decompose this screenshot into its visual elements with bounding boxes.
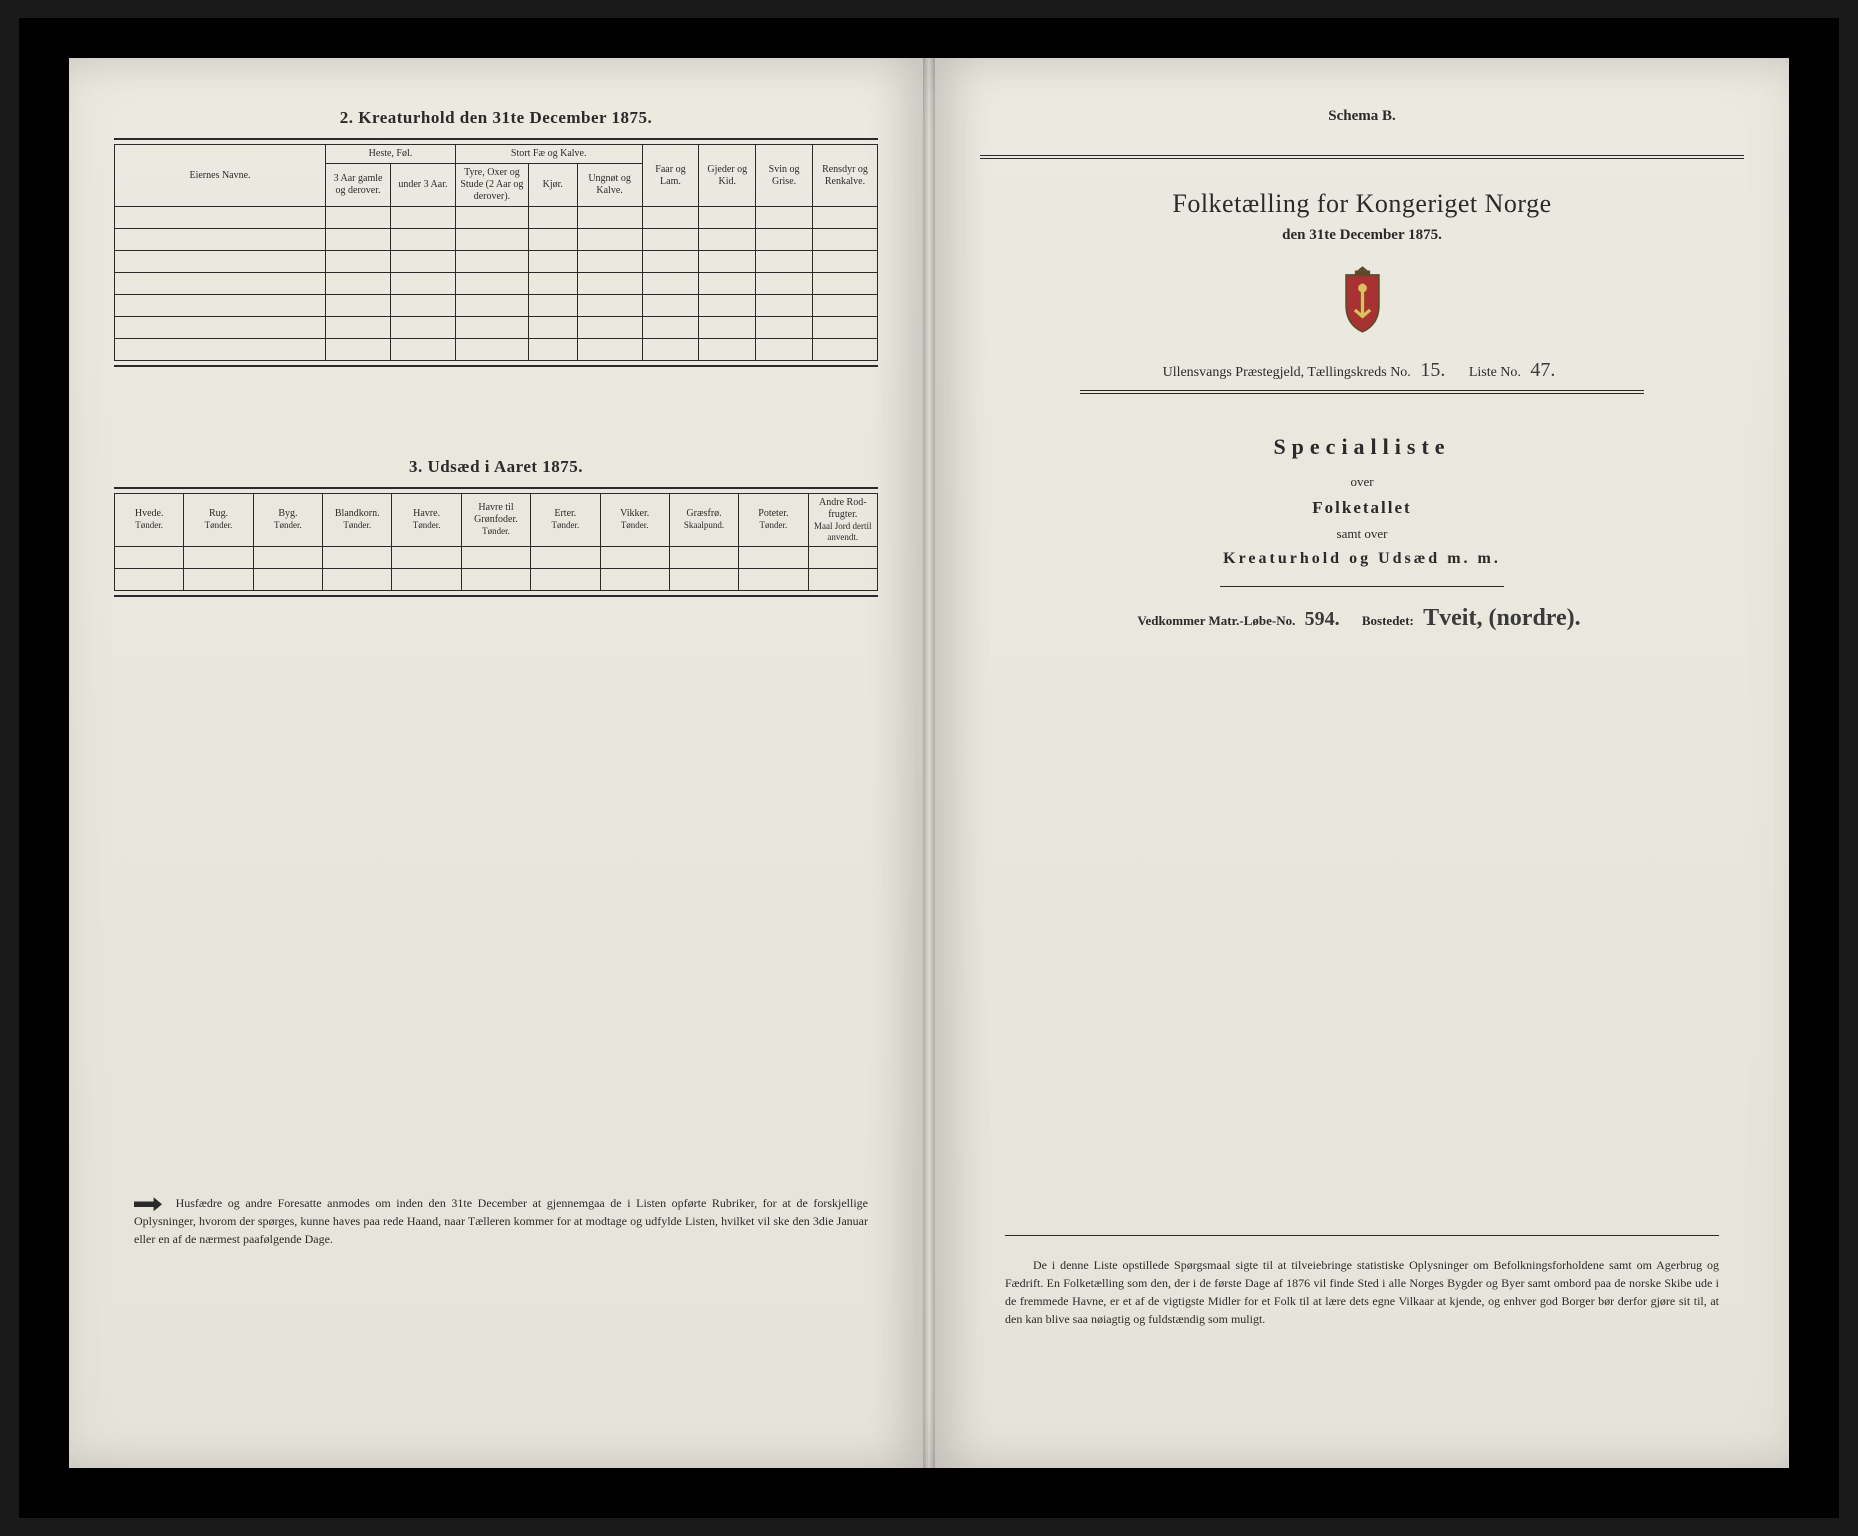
- table-row: [115, 295, 878, 317]
- list-label: Liste No.: [1469, 365, 1521, 380]
- col-rensdyr: Rensdyr og Renkalve.: [812, 145, 877, 207]
- section3: 3. Udsæd i Aaret 1875. Hvede.Tønder.Rug.…: [114, 457, 878, 597]
- parish-label: Ullensvangs Præstegjeld, Tællingskreds N…: [1163, 365, 1411, 380]
- table-header-row: Hvede.Tønder.Rug.Tønder.Byg.Tønder.Bland…: [115, 494, 878, 547]
- col-eier: Eiernes Navne.: [115, 145, 326, 207]
- kreatur-label: Kreaturhold og Udsæd m. m.: [980, 550, 1744, 568]
- hand-pointer-icon: [134, 1197, 162, 1211]
- rule: [1005, 1235, 1719, 1236]
- right-page: Schema B. Folketælling for Kongeriget No…: [935, 58, 1789, 1468]
- col-header: Andre Rod-frugter.Maal Jord dertil anven…: [808, 494, 877, 547]
- samt-over-label: samt over: [980, 526, 1744, 542]
- rule: [980, 155, 1744, 156]
- table-row: [115, 229, 878, 251]
- table-row: [115, 207, 878, 229]
- rule: [114, 365, 878, 367]
- col-header: Vikker.Tønder.: [600, 494, 669, 547]
- left-footnote: Husfædre og andre Foresatte anmodes om i…: [134, 1194, 868, 1248]
- kreaturhold-table: Eiernes Navne. Heste, Føl. Stort Fæ og K…: [114, 144, 878, 361]
- col-header: Poteter.Tønder.: [739, 494, 808, 547]
- col-s1: Tyre, Oxer og Stude (2 Aar og derover).: [455, 164, 528, 207]
- right-footer-text: De i denne Liste opstillede Spørgsmaal s…: [1005, 1256, 1719, 1328]
- footnote-text: Husfædre og andre Foresatte anmodes om i…: [134, 1196, 868, 1246]
- table-row: [115, 273, 878, 295]
- coat-of-arms-icon: [1335, 264, 1390, 334]
- folketallet-label: Folketallet: [980, 498, 1744, 518]
- col-faar: Faar og Lam.: [642, 145, 699, 207]
- udsaed-table: Hvede.Tønder.Rug.Tønder.Byg.Tønder.Bland…: [114, 493, 878, 591]
- section2-title: 2. Kreaturhold den 31te December 1875.: [114, 108, 878, 128]
- col-header: Hvede.Tønder.: [115, 494, 184, 547]
- matr-no: 594.: [1299, 608, 1346, 630]
- right-footer-block: De i denne Liste opstillede Spørgsmaal s…: [1005, 1233, 1719, 1328]
- table-row: [115, 546, 878, 568]
- col-h2: under 3 Aar.: [390, 164, 455, 207]
- col-gjeder: Gjeder og Kid.: [699, 145, 756, 207]
- rule: [1080, 393, 1644, 394]
- table-row: [115, 317, 878, 339]
- table-row: [115, 251, 878, 273]
- parish-no: 15.: [1414, 359, 1451, 381]
- col-header: Byg.Tønder.: [253, 494, 322, 547]
- col-h1: 3 Aar gamle og derover.: [326, 164, 391, 207]
- col-header: Blandkorn.Tønder.: [323, 494, 392, 547]
- grp-heste: Heste, Føl.: [326, 145, 456, 164]
- col-header: Rug.Tønder.: [184, 494, 253, 547]
- bosted-label: Bostedet:: [1362, 613, 1414, 628]
- scan-frame: 2. Kreaturhold den 31te December 1875. E…: [19, 18, 1839, 1518]
- book-spine: [923, 58, 935, 1468]
- rule: [114, 487, 878, 489]
- matr-line: Vedkommer Matr.-Løbe-No. 594. Bostedet: …: [980, 605, 1744, 632]
- rule: [1080, 390, 1644, 391]
- bosted-value: Tveit, (nordre).: [1417, 605, 1587, 631]
- col-svin: Svin og Grise.: [756, 145, 813, 207]
- left-page: 2. Kreaturhold den 31te December 1875. E…: [69, 58, 923, 1468]
- over-label: over: [980, 474, 1744, 490]
- book-spread: 2. Kreaturhold den 31te December 1875. E…: [69, 58, 1789, 1468]
- col-header: Erter.Tønder.: [531, 494, 600, 547]
- schema-label: Schema B.: [980, 108, 1744, 125]
- left-footnote-block: Husfædre og andre Foresatte anmodes om i…: [134, 1174, 868, 1248]
- table-row: [115, 339, 878, 361]
- parish-line: Ullensvangs Præstegjeld, Tællingskreds N…: [980, 359, 1744, 382]
- rule: [114, 595, 878, 597]
- col-header: Havre til Grønfoder.Tønder.: [461, 494, 530, 547]
- section3-title: 3. Udsæd i Aaret 1875.: [114, 457, 878, 477]
- census-title: Folketælling for Kongeriget Norge: [980, 189, 1744, 219]
- rule: [1220, 586, 1504, 587]
- specialliste-title: Specialliste: [980, 434, 1744, 460]
- col-s3: Ungnøt og Kalve.: [577, 164, 642, 207]
- rule: [980, 158, 1744, 159]
- census-date: den 31te December 1875.: [980, 227, 1744, 244]
- col-s2: Kjør.: [528, 164, 577, 207]
- col-header: Havre.Tønder.: [392, 494, 461, 547]
- table-row: [115, 568, 878, 590]
- rule: [114, 138, 878, 140]
- matr-label: Vedkommer Matr.-Løbe-No.: [1137, 613, 1295, 628]
- list-no: 47.: [1524, 359, 1561, 381]
- col-header: Græsfrø.Skaalpund.: [669, 494, 738, 547]
- grp-stort: Stort Fæ og Kalve.: [455, 145, 642, 164]
